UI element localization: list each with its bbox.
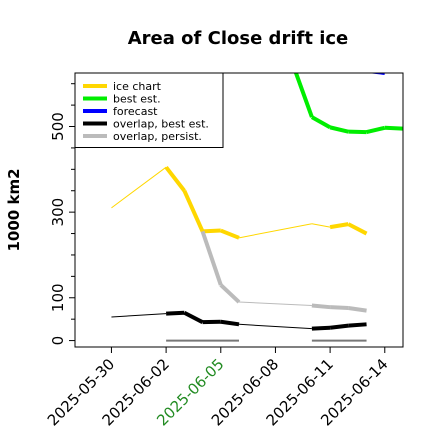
legend-label: ice chart: [113, 80, 162, 93]
series-segment: [310, 115, 332, 130]
plot-frame: [74, 72, 404, 348]
series-segment: [329, 222, 349, 230]
series-segment: [366, 125, 386, 135]
series-segment: [183, 310, 204, 324]
legend-label: overlap, persist.: [113, 130, 202, 143]
series-segment: [330, 305, 349, 311]
series-segment: [348, 306, 367, 313]
chart-title: Area of Close drift ice: [128, 28, 349, 49]
series-segment: [293, 73, 314, 118]
series-ice-chart: [111, 165, 368, 240]
series-segment: [200, 230, 223, 286]
series-segment: [182, 189, 205, 233]
series-segment: [238, 301, 312, 306]
series-segment: [166, 310, 185, 316]
series-best-est-: [293, 73, 403, 135]
series-segment: [311, 325, 331, 331]
series-layer: [111, 73, 403, 342]
series-segment: [329, 125, 349, 134]
legend-label: forecast: [113, 105, 158, 118]
y-tick-label: 300: [49, 198, 67, 227]
series-segment: [111, 166, 167, 209]
legend-label: best est.: [113, 93, 161, 106]
y-tick-label: 100: [49, 283, 67, 312]
series-segment: [202, 228, 221, 234]
series-segment: [329, 323, 349, 330]
series-segment: [384, 125, 403, 131]
legend-label: overlap, best est.: [113, 118, 209, 131]
series-segment: [220, 228, 240, 240]
series-segment: [348, 322, 367, 328]
series-segment: [347, 222, 368, 236]
y-tick-label: 0: [49, 336, 67, 346]
y-tick-label: 500: [49, 112, 67, 141]
series-segment: [111, 313, 167, 318]
series-segment: [311, 223, 331, 228]
series-segment: [219, 283, 241, 304]
y-axis-label: 1000 km2: [5, 168, 23, 251]
series-segment: [238, 323, 312, 330]
series-segment: [220, 319, 240, 327]
series-segment: [238, 223, 312, 239]
series-segment: [311, 303, 331, 310]
series-overlap-best-est-: [111, 310, 367, 331]
series-overlap-persist-: [200, 230, 367, 313]
series-segment: [164, 165, 186, 192]
